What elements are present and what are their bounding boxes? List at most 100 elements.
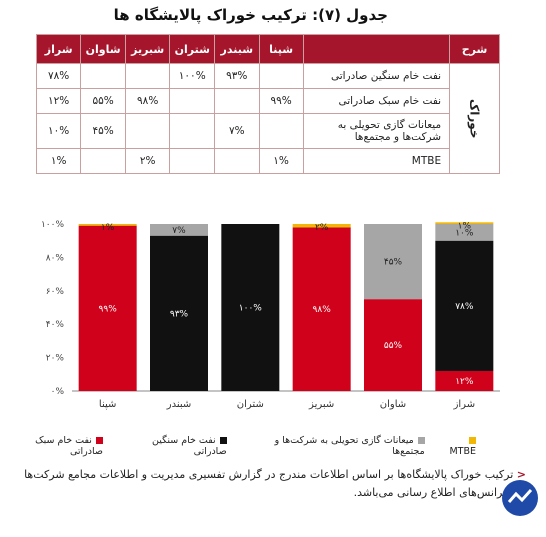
y-tick-label: ۴۰% [46, 320, 65, 330]
bar-segment [435, 370, 494, 391]
footnote: < ترکیب خوراک پالایشگاه‌ها بر اساس اطلاع… [16, 466, 526, 502]
bar-segment [435, 222, 494, 224]
chart-logo-icon [502, 480, 538, 516]
bar-segment [364, 224, 422, 300]
data-label: ۴۵% [384, 258, 403, 268]
table-cell: ۷% [214, 113, 260, 149]
table-cell [258, 113, 304, 149]
table-title: جدول (۷): ترکیب خوراک پالایشگاه ها [113, 6, 388, 24]
data-label: ۲% [315, 223, 329, 233]
category-cell: خوراک [449, 63, 500, 174]
x-tick-label: شاوان [380, 399, 406, 410]
x-tick-label: شراز [453, 399, 476, 410]
table-cell [80, 148, 126, 174]
table-cell [214, 88, 260, 114]
data-label: ۱۰۰% [239, 304, 263, 314]
header-cell: شتران [169, 34, 216, 64]
bar-segment [435, 240, 494, 371]
legend-item: میعانات گازی تحویلی به شرکت‌ها و مجتمع‌ه… [241, 435, 425, 457]
table-row: خوراک نفت خام سنگین صادراتی ۹۳% ۱۰۰% ۷۸% [35, 63, 500, 174]
header-cell: شاوان [80, 34, 126, 64]
header-cell: شبندر [214, 34, 260, 64]
table-cell: ۹۳% [214, 63, 260, 89]
legend-item: نفت خام سبک صادراتی [0, 435, 103, 457]
footnote-text: ترکیب خوراک پالایشگاه‌ها بر اساس اطلاعات… [24, 468, 526, 499]
legend-swatch [469, 437, 476, 444]
table-cell: ۹۹% [258, 88, 304, 114]
data-label: ۷% [172, 226, 186, 236]
table-cell: ۵۵% [80, 88, 126, 114]
row-desc: نفت خام سبک صادراتی [302, 88, 451, 114]
legend-label: میعانات گازی تحویلی به شرکت‌ها و مجتمع‌ه… [274, 435, 425, 457]
bar-segment [78, 225, 137, 391]
data-label: ۹۸% [313, 305, 332, 315]
arrow-icon: < [516, 468, 526, 481]
table-cell: ۷۸% [35, 63, 82, 89]
table-cell [124, 63, 171, 89]
bar-segment [364, 299, 422, 391]
header-cell [302, 34, 451, 64]
x-tick-label: شپنا [99, 399, 116, 410]
table-cell [214, 148, 260, 174]
legend-item: نفت خام سنگین صادراتی [117, 435, 227, 457]
table-cell: ۹۸% [124, 88, 171, 114]
table-cell: ۱۰۰% [169, 63, 216, 89]
legend-label: MTBE [449, 446, 476, 457]
y-tick-label: ۸۰% [46, 253, 65, 263]
data-label: ۱% [101, 223, 115, 233]
y-tick-label: ۲۰% [46, 354, 65, 364]
header-cell: شرح [449, 34, 500, 64]
data-label: ۱۲% [455, 377, 474, 387]
legend-swatch [417, 437, 425, 444]
table-cell [169, 113, 216, 149]
data-label: ۹۹% [99, 304, 118, 314]
table-cell: ۱۲% [35, 88, 82, 114]
row-desc: MTBE [302, 148, 451, 174]
table-cell [258, 63, 304, 89]
table-row: نفت خام سبک صادراتی ۹۹% ۹۸% ۵۵% ۱۲% [35, 88, 500, 114]
y-tick-label: ۱۰۰% [41, 220, 65, 230]
data-label: ۵۵% [384, 341, 403, 351]
legend-item: MTBE [439, 435, 476, 457]
chart-legend: MTBE میعانات گازی تحویلی به شرکت‌ها و مج… [0, 435, 476, 457]
table-cell [169, 148, 216, 174]
table-cell: ۴۵% [80, 113, 126, 149]
table-cell: ۲% [124, 148, 171, 174]
bar-segment [221, 224, 280, 391]
data-label: ۷۸% [455, 302, 474, 312]
legend-swatch [95, 437, 103, 444]
legend-label: نفت خام سبک صادراتی [35, 435, 103, 457]
legend-swatch [219, 437, 227, 444]
x-tick-label: شبندر [166, 399, 192, 410]
header-cell: شبریز [124, 34, 171, 64]
stacked-bar-chart: ۰% ۲۰% ۴۰% ۶۰% ۸۰% ۱۰۰% ۹۹% ۱% شپنا ۹۳% ۷% شبندر ۱۰۰… [41, 220, 500, 410]
row-desc: میعانات گازی تحویلی به شرکت‌ها و مجتمع‌ه… [302, 113, 451, 149]
table-row: MTBE ۱% ۲% ۱% [35, 148, 500, 174]
table-header-row: شرح شپنا شبندر شتران شبریز شاوان شراز [35, 34, 500, 64]
data-label: ۱۰% [455, 228, 474, 238]
table-cell [124, 113, 171, 149]
header-cell: شپنا [258, 34, 304, 64]
table-cell: ۱% [35, 148, 82, 174]
x-tick-label: شتران [237, 399, 264, 410]
y-tick-label: ۶۰% [46, 287, 65, 297]
feed-table: شرح شپنا شبندر شتران شبریز شاوان شراز خو… [35, 34, 500, 174]
legend-label: نفت خام سنگین صادراتی [152, 435, 227, 457]
table-cell [169, 88, 216, 114]
bar-segment [435, 224, 494, 241]
bar-segment [150, 224, 208, 236]
bar-segment [150, 235, 208, 391]
table-cell [80, 63, 126, 89]
header-cell: شراز [35, 34, 82, 64]
table-cell: ۱% [258, 148, 304, 174]
bar-segment [292, 227, 351, 391]
table-cell: ۱۰% [35, 113, 82, 149]
data-label: ۹۳% [170, 309, 189, 319]
data-label: ۱% [458, 221, 472, 231]
x-tick-label: شبریز [308, 399, 334, 410]
y-tick-label: ۰% [51, 387, 65, 397]
bar-segment [292, 224, 351, 228]
row-desc: نفت خام سنگین صادراتی [302, 63, 451, 89]
bar-segment [78, 224, 137, 226]
table-row: میعانات گازی تحویلی به شرکت‌ها و مجتمع‌ه… [35, 113, 500, 149]
